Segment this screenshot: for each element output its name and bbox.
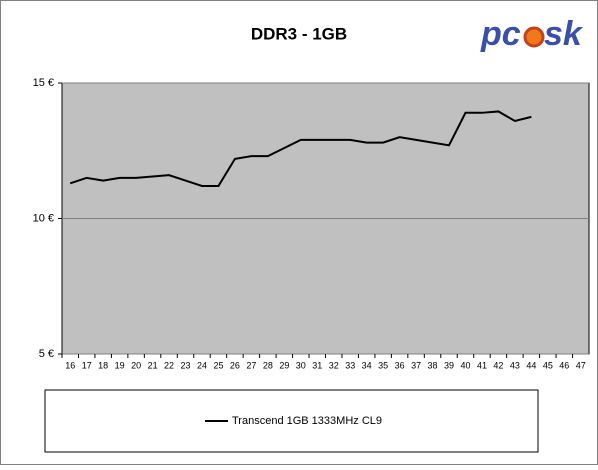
x-tick-label: 39 [444,360,454,370]
x-tick-label: 46 [559,360,569,370]
x-tick-label: 25 [213,360,223,370]
x-tick-label: 42 [493,360,503,370]
legend-label: Transcend 1GB 1333MHz CL9 [232,415,382,427]
logo: pc sk [480,15,584,53]
x-tick-label: 19 [115,360,125,370]
x-tick-label: 37 [411,360,421,370]
x-tick-label: 23 [181,360,191,370]
x-tick-label: 20 [131,360,141,370]
legend [44,389,539,453]
y-tick-label: 10 € [33,212,54,224]
x-tick-label: 44 [526,360,536,370]
x-tick-label: 30 [296,360,306,370]
x-tick-label: 41 [477,360,487,370]
x-tick-label: 16 [65,360,75,370]
x-tick-label: 47 [576,360,586,370]
x-tick-label: 45 [543,360,553,370]
x-tick-label: 33 [345,360,355,370]
chart-title: DDR3 - 1GB [251,24,347,43]
x-tick-label: 31 [312,360,322,370]
x-tick-label: 28 [263,360,273,370]
x-tick-label: 18 [98,360,108,370]
logo-right: sk [544,15,584,53]
logo-flame [523,26,545,48]
x-tick-label: 35 [378,360,388,370]
x-tick-label: 29 [279,360,289,370]
series-line [69,110,532,187]
y-tick-label: 5 € [39,348,54,360]
x-tick-label: 40 [460,360,470,370]
x-tick-label: 17 [82,360,92,370]
x-tick-label: 36 [395,360,405,370]
x-tick-label: 27 [246,360,256,370]
x-tick-label: 21 [148,360,158,370]
x-tick-label: 26 [230,360,240,370]
x-tick-label: 38 [428,360,438,370]
logo-left: pc [480,15,521,53]
x-tick-label: 34 [362,360,372,370]
x-tick-label: 22 [164,360,174,370]
y-tick-label: 15 € [33,77,54,89]
x-tick-label: 32 [329,360,339,370]
x-tick-label: 24 [197,360,207,370]
x-tick-label: 43 [510,360,520,370]
